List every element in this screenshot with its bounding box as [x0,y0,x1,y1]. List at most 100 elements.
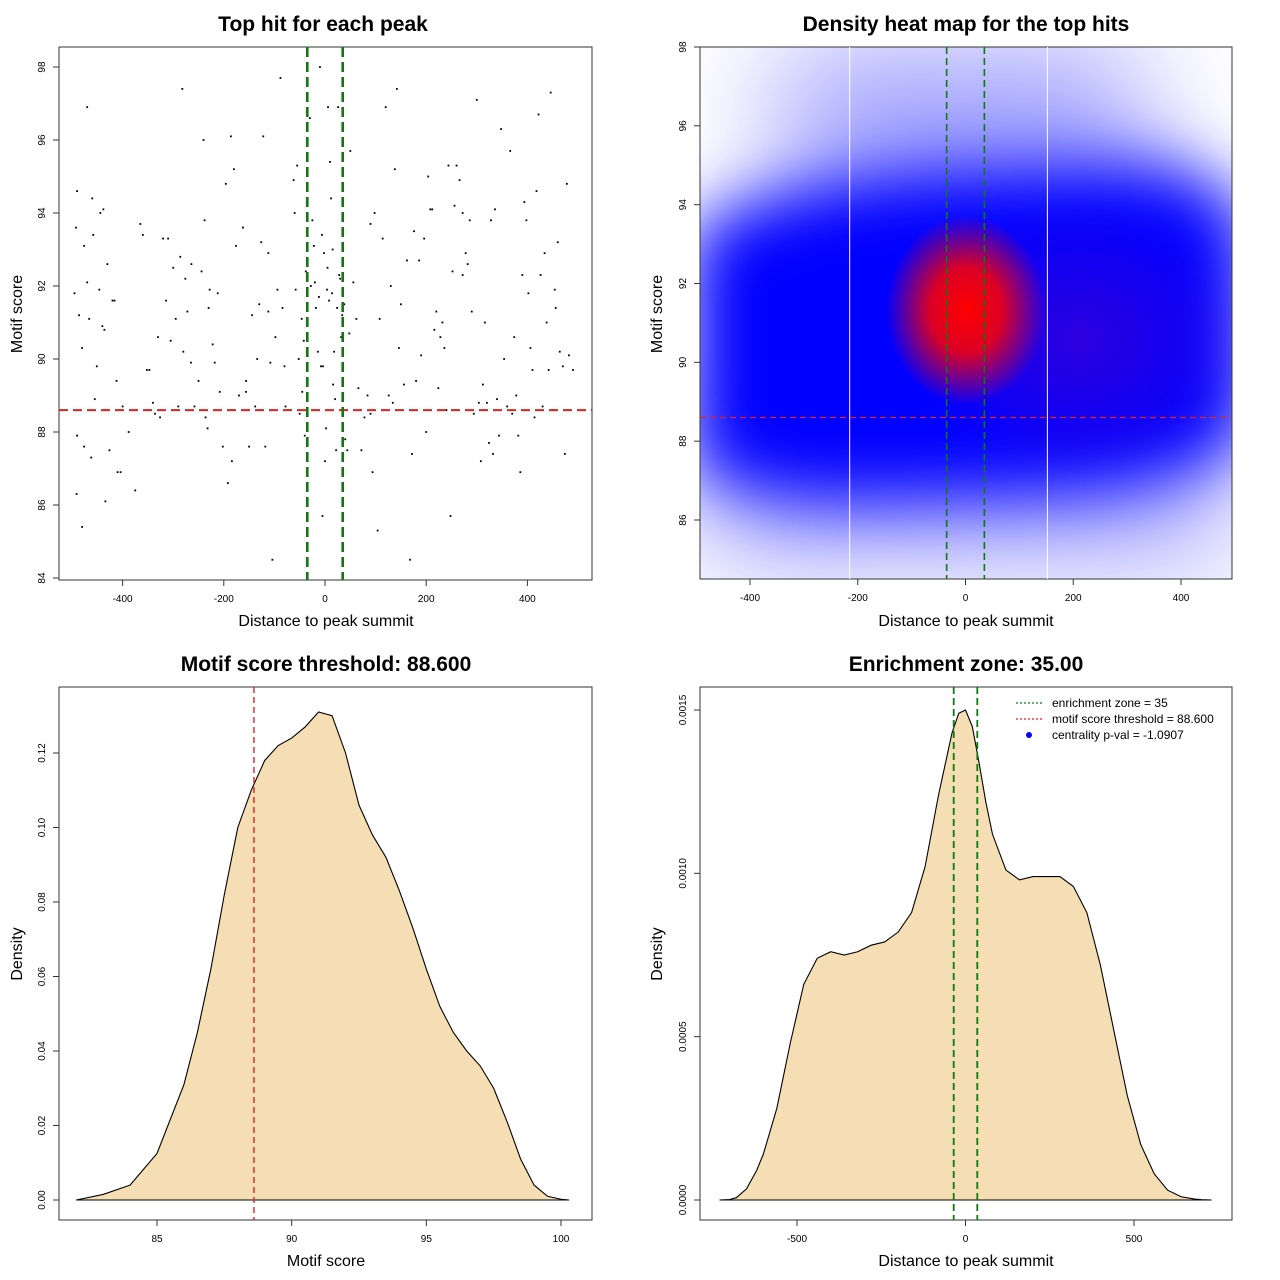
scatter-point [254,405,257,408]
scatter-point [439,336,442,338]
scatter-point [531,369,534,371]
distance-density-x-tick-label: 500 [1126,1234,1143,1245]
scatter-point [221,445,224,448]
scatter-point [477,401,480,404]
scatter-point [339,277,342,280]
scatter-point [152,401,154,404]
scatter-point [157,336,159,338]
score-density-y-label: Density [9,927,26,980]
scatter-point [346,449,349,452]
scatter-point [445,409,448,411]
heatmap-x-label: Distance to peak summit [878,613,1054,630]
distance-density-curve [719,709,1212,1201]
distance-density-y-tick-label: 0.0010 [678,858,689,889]
scatter-point [343,303,346,306]
scatter-point [349,150,352,152]
scatter-point [321,515,324,517]
scatter-point [403,383,405,386]
heatmap-y-tick-label: 94 [678,199,689,211]
scatter-point [83,445,86,448]
scatter-point [468,219,471,222]
score-density-title: Motif score threshold: 88.600 [181,653,472,676]
scatter-y-tick-label: 96 [37,134,48,146]
panel-scatter: Top hit for each peak -400 -200 0 200 400 84 8… [9,13,593,630]
distance-density-x-tick-label: -500 [787,1234,807,1245]
scatter-point [182,350,185,353]
panel-distance-density: Enrichment zone: 35.00 -500 0 500 0.0000 0.0… [649,653,1233,1270]
scatter-point [344,438,347,441]
scatter-point [293,212,296,214]
scatter-point [326,266,329,269]
scatter-point [322,365,324,368]
heatmap-field [700,47,1232,579]
heatmap-y-tick-label: 92 [678,278,689,290]
scatter-point [312,244,315,247]
scatter-point [435,310,438,313]
scatter-point [169,339,172,342]
scatter-point [181,88,184,90]
scatter-point [455,164,458,167]
scatter-point [475,98,478,101]
scatter-point [284,405,287,408]
scatter-point [340,336,343,338]
scatter-point [387,394,390,397]
scatter-point [413,230,415,233]
heatmap-y-label: Motif score [649,275,666,353]
scatter-x-tick-label: 400 [519,594,536,605]
score-density-ticks: 85 90 95 100 0.00 0.02 0.04 0.06 0.08 0.10 0.12 [37,743,570,1245]
scatter-point [317,350,319,353]
scatter-point [134,489,137,492]
scatter-point [328,299,330,302]
scatter-point [451,270,454,273]
scatter-point [233,168,235,171]
scatter-point [81,347,84,349]
scatter-point [535,190,538,192]
scatter-point [314,307,317,309]
score-density-y-tick-label: 0.08 [37,892,48,912]
scatter-point [333,350,336,353]
scatter-point [553,288,556,291]
score-density-y-tick-label: 0.12 [37,743,48,763]
scatter-title: Top hit for each peak [218,13,428,36]
scatter-point [179,255,182,258]
scatter-point [381,237,384,240]
scatter-point [376,529,379,532]
scatter-point [281,307,284,309]
scatter-point [348,332,351,335]
scatter-point [492,453,494,455]
scatter-point [523,201,526,203]
scatter-point [369,412,372,415]
scatter-point [464,252,467,255]
scatter-point [206,427,209,430]
scatter-point [519,471,522,474]
score-density-y-tick-label: 0.02 [37,1115,48,1135]
scatter-point [294,288,297,291]
scatter-point [461,274,464,276]
scatter-point [197,380,200,382]
scatter-x-tick-label: 0 [322,594,328,605]
scatter-point [423,237,426,240]
scatter-point [425,431,428,433]
scatter-point [506,405,509,408]
score-density-x-tick-label: 100 [553,1234,570,1245]
scatter-point [207,307,210,309]
scatter-point [99,212,102,214]
scatter-point [139,223,142,225]
scatter-point [271,558,274,561]
scatter-point [262,135,265,138]
scatter-point [466,263,469,265]
scatter-point [309,285,312,287]
scatter-point [303,434,306,437]
scatter-point [443,347,446,349]
heatmap-x-tick-label: -400 [740,593,760,604]
scatter-point [304,270,307,273]
scatter-point [336,307,339,309]
score-density-y-tick-label: 0.04 [37,1041,48,1061]
scatter-point [81,526,84,528]
scatter-point [509,150,512,152]
scatter-y-tick-label: 84 [37,572,48,584]
scatter-point [556,241,559,244]
scatter-point [248,445,250,448]
scatter-point [391,401,394,404]
scatter-point [393,168,396,171]
